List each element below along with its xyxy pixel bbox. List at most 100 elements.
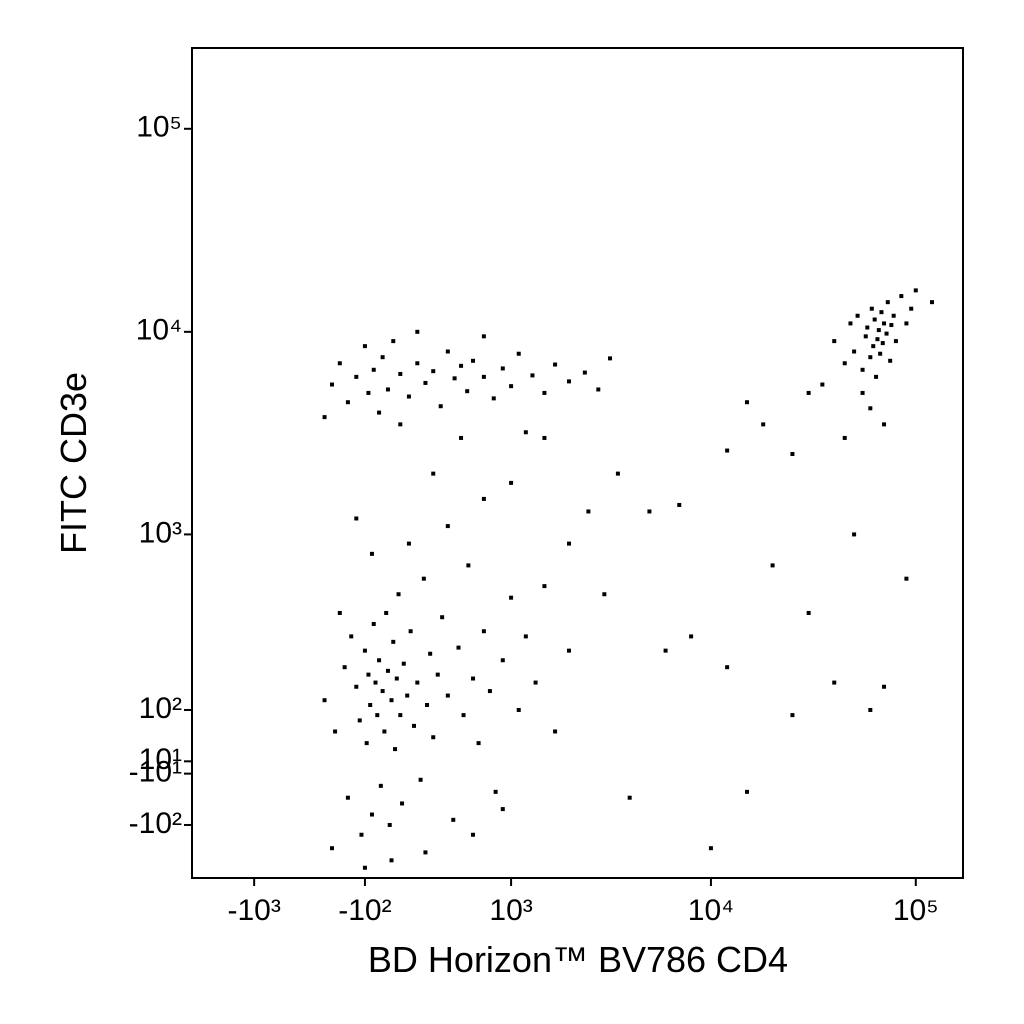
point — [596, 387, 601, 392]
point — [663, 648, 668, 653]
point — [396, 592, 401, 597]
point — [431, 735, 436, 740]
point — [476, 741, 481, 746]
point — [677, 502, 682, 507]
point — [391, 339, 396, 344]
point — [333, 729, 338, 734]
point — [357, 718, 362, 723]
point — [509, 595, 514, 600]
point — [852, 349, 857, 354]
y-tick-label: 10² — [139, 692, 182, 725]
point — [337, 610, 342, 615]
point — [863, 334, 868, 339]
point — [872, 317, 877, 322]
point — [362, 344, 367, 349]
point — [567, 648, 572, 653]
x-tick-label: -10³ — [227, 894, 280, 927]
point — [855, 313, 860, 318]
point — [362, 865, 367, 870]
y-tick-label: 10⁴ — [136, 314, 182, 347]
point — [330, 382, 335, 387]
point — [322, 415, 327, 420]
y-tick-label: 10⁵ — [136, 111, 182, 144]
point — [542, 390, 547, 395]
point — [459, 435, 464, 440]
point — [373, 680, 378, 685]
point — [567, 541, 572, 546]
point — [394, 676, 399, 681]
point — [500, 366, 505, 371]
point — [406, 394, 411, 399]
point — [790, 451, 795, 456]
point — [627, 795, 632, 800]
x-tick-label: 10⁴ — [688, 894, 734, 927]
point — [882, 422, 887, 427]
point — [322, 698, 327, 703]
point — [876, 328, 881, 333]
point — [342, 665, 347, 670]
point — [891, 313, 896, 318]
point — [869, 306, 874, 311]
point — [425, 703, 430, 708]
point — [366, 390, 371, 395]
point — [391, 639, 396, 644]
point — [438, 404, 443, 409]
point — [875, 337, 880, 342]
point — [542, 435, 547, 440]
x-axis-title: BD Horizon™ BV786 CD4 — [368, 939, 788, 980]
point — [371, 621, 376, 626]
point — [408, 629, 413, 634]
point — [465, 389, 470, 394]
point — [481, 334, 486, 339]
x-tick-label: 10⁵ — [893, 894, 939, 927]
point — [415, 329, 420, 334]
point — [461, 713, 466, 718]
point — [377, 658, 382, 663]
point — [456, 645, 461, 650]
point — [904, 576, 909, 581]
point — [459, 363, 464, 368]
point — [930, 300, 935, 305]
point — [500, 807, 505, 812]
point — [879, 310, 884, 315]
point — [451, 817, 456, 822]
point — [398, 422, 403, 427]
point — [405, 693, 410, 698]
point — [330, 846, 335, 851]
point — [393, 747, 398, 752]
point — [375, 713, 380, 718]
point — [848, 321, 853, 326]
point — [608, 356, 613, 361]
point — [516, 351, 521, 356]
point — [523, 430, 528, 435]
point — [385, 387, 390, 392]
point — [366, 672, 371, 677]
point — [868, 406, 873, 411]
point — [542, 584, 547, 589]
point — [509, 480, 514, 485]
point — [909, 306, 914, 311]
point — [466, 563, 471, 568]
point — [362, 648, 367, 653]
point — [842, 435, 847, 440]
point — [423, 850, 428, 855]
point — [523, 634, 528, 639]
point — [889, 323, 894, 328]
point — [553, 729, 558, 734]
point — [359, 832, 364, 837]
point — [820, 382, 825, 387]
point — [354, 374, 359, 379]
point — [582, 370, 587, 375]
point — [471, 832, 476, 837]
y-tick-label: 10³ — [139, 516, 182, 549]
point — [852, 532, 857, 537]
point — [481, 496, 486, 501]
point — [770, 563, 775, 568]
point — [586, 509, 591, 514]
point — [842, 361, 847, 366]
point — [885, 300, 890, 305]
point — [832, 339, 837, 344]
point — [387, 822, 392, 827]
